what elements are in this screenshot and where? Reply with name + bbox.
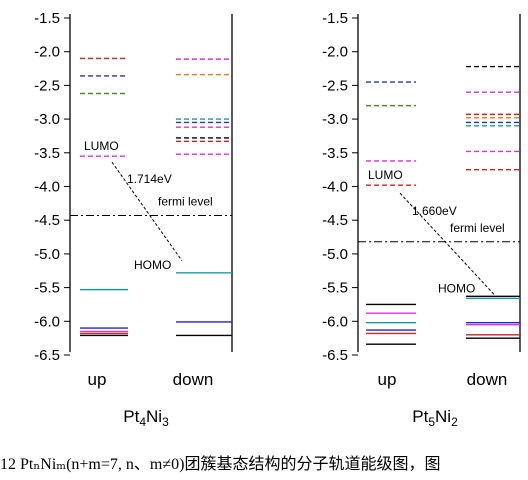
y-tick-label: -4.5 xyxy=(322,212,348,229)
gap-label: 1.714eV xyxy=(127,172,172,186)
y-tick-label: -3.0 xyxy=(34,111,60,128)
category-up: up xyxy=(88,370,107,389)
y-tick-label: -5.0 xyxy=(322,246,348,263)
y-tick-label: -4.0 xyxy=(322,179,348,196)
y-tick-label: -2.0 xyxy=(322,44,348,61)
y-ticks: -1.5 -2.0 -2.5 -3.0 -3.5 -4.0 -4.5 -5.0 -5.5 -6.0… xyxy=(322,10,358,364)
y-tick-label: -6.0 xyxy=(322,313,348,330)
y-tick-label: -1.5 xyxy=(34,10,60,27)
y-tick-label: -4.0 xyxy=(34,179,60,196)
panel-pt4ni3: -1.5 -2.0 -2.5 -3.0 -3.5 -4.0 -4.5 -5.0 -5.5 -6.0… xyxy=(34,10,233,429)
panel-pt5ni2: -1.5 -2.0 -2.5 -3.0 -3.5 -4.0 -4.5 -5.0 -5.5 -6.0… xyxy=(322,10,521,429)
panel-title: Pt4Ni3 xyxy=(123,407,169,429)
y-tick-label: -3.5 xyxy=(34,145,60,162)
lumo-label: LUMO xyxy=(368,168,403,182)
category-up: up xyxy=(378,370,397,389)
category-down: down xyxy=(173,370,214,389)
y-ticks: -1.5 -2.0 -2.5 -3.0 -3.5 -4.0 -4.5 -5.0 -5.5 -6.0… xyxy=(34,10,70,364)
y-tick-label: -1.5 xyxy=(322,10,348,27)
category-down: down xyxy=(467,370,508,389)
gap-connector xyxy=(111,161,183,262)
y-tick-label: -6.5 xyxy=(322,347,348,364)
energy-levels xyxy=(366,65,520,345)
lumo-label: LUMO xyxy=(84,139,119,153)
y-tick-label: -5.0 xyxy=(34,246,60,263)
homo-label: HOMO xyxy=(134,258,171,272)
fermi-level-label: fermi level xyxy=(450,221,505,235)
y-tick-label: -2.0 xyxy=(34,44,60,61)
y-tick-label: -6.0 xyxy=(34,313,60,330)
y-tick-label: -3.5 xyxy=(322,145,348,162)
y-tick-label: -4.5 xyxy=(34,212,60,229)
y-tick-label: -3.0 xyxy=(322,111,348,128)
y-tick-label: -5.5 xyxy=(34,280,60,297)
gap-label: 1.660eV xyxy=(412,204,457,218)
energy-levels xyxy=(80,57,232,337)
y-tick-label: -6.5 xyxy=(34,347,60,364)
gap-connector xyxy=(399,192,495,295)
homo-label: HOMO xyxy=(438,281,475,295)
figure-caption: 12 PtₙNiₘ(n+m=7, n、m≠0)团簇基态结构的分子轨道能级图，图 xyxy=(0,456,441,473)
fermi-level-label: fermi level xyxy=(158,194,213,208)
panel-title: Pt5Ni2 xyxy=(412,407,458,429)
y-tick-label: -5.5 xyxy=(322,280,348,297)
y-tick-label: -2.5 xyxy=(322,77,348,94)
y-tick-label: -2.5 xyxy=(34,77,60,94)
